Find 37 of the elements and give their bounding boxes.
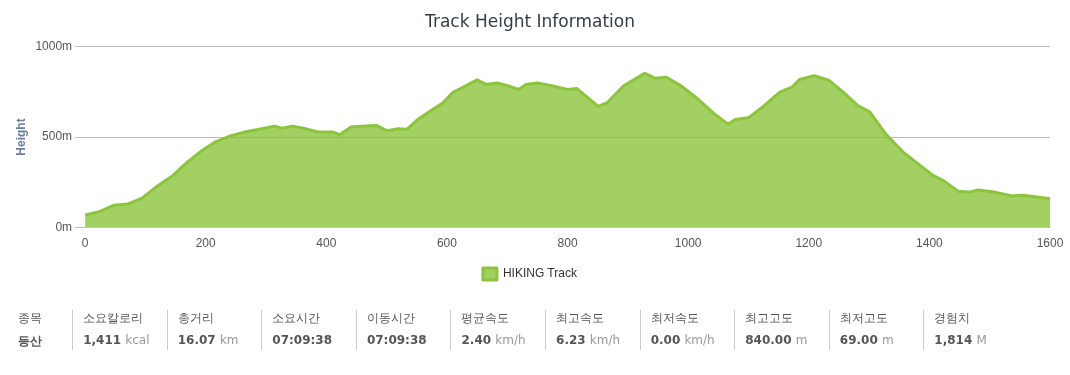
text: 07:09:38 xyxy=(366,333,427,347)
chart-title: Track Height Information xyxy=(424,10,635,31)
y-tick-label: 500m xyxy=(42,129,73,144)
y-axis-title: Height xyxy=(13,118,28,156)
category-label: 최고속도 xyxy=(556,310,606,327)
x-tick-label: 1400 xyxy=(916,236,944,251)
category-label: 종목 xyxy=(18,310,43,327)
x-tick-label: 0 xyxy=(81,236,89,251)
text: 07:09:38 xyxy=(272,333,333,347)
text: 1,411 kcal xyxy=(83,333,150,347)
x-tick-label: 1600 xyxy=(1036,236,1064,251)
text: 6.23 km/h xyxy=(556,333,621,347)
category-label: 최고고도 xyxy=(745,310,795,327)
category-label: 최저고도 xyxy=(839,310,889,327)
category-label: 최저속도 xyxy=(650,310,700,327)
text: 0.00 km/h xyxy=(650,333,715,347)
text: 16.07 km xyxy=(177,333,239,347)
text: 840.00 m xyxy=(745,333,808,347)
category-label: 경험치 xyxy=(934,310,972,327)
x-tick-label: 800 xyxy=(557,236,578,251)
x-tick-label: 400 xyxy=(316,236,337,251)
x-tick-label: 200 xyxy=(195,236,217,251)
y-tick-label: 1000m xyxy=(35,38,73,53)
text: 1,814 M xyxy=(934,333,987,347)
x-tick-label: 1200 xyxy=(795,236,823,251)
text: 2.40 km/h xyxy=(461,333,526,347)
text: 등산 xyxy=(18,334,42,348)
category-label: 이동시간 xyxy=(366,310,416,327)
legend-label: HIKING Track xyxy=(502,266,578,281)
y-tick-label: 0m xyxy=(55,219,73,234)
x-tick-label: 1000 xyxy=(674,236,702,251)
category-label: 소요칼로리 xyxy=(83,310,145,327)
category-label: 소요시간 xyxy=(272,310,322,327)
x-tick-label: 600 xyxy=(436,236,458,251)
category-label: 총거리 xyxy=(177,310,215,327)
category-label: 평균속도 xyxy=(461,310,511,327)
text: 69.00 m xyxy=(839,333,894,347)
